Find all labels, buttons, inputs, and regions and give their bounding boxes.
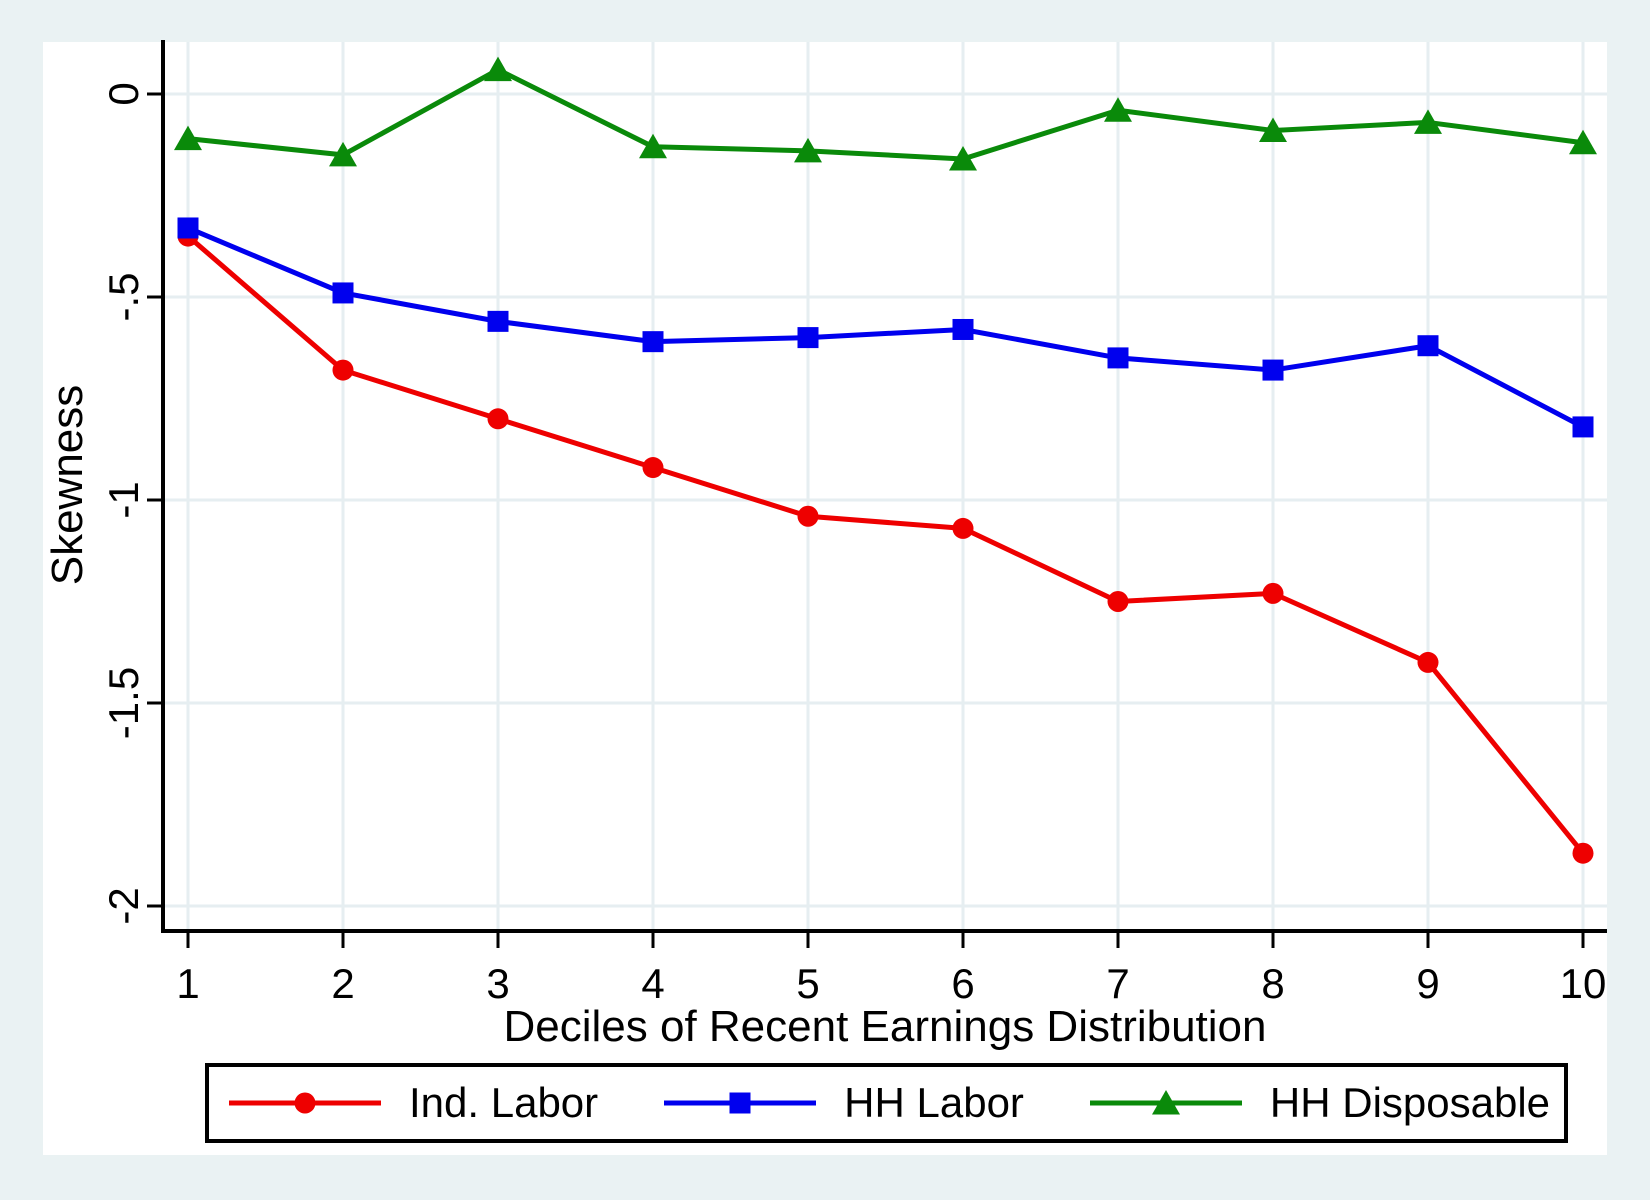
data-point-circle bbox=[1107, 591, 1129, 612]
legend-item: Ind. Labor bbox=[225, 1079, 598, 1127]
data-point-triangle bbox=[794, 137, 822, 163]
data-point-square bbox=[952, 318, 974, 340]
data-point-triangle bbox=[174, 125, 202, 151]
data-point-triangle bbox=[329, 141, 357, 167]
y-axis-title: Skewness bbox=[43, 384, 92, 586]
y-tick-label: -.5 bbox=[100, 272, 147, 321]
legend-marker-square-icon bbox=[729, 1092, 751, 1114]
data-point-square bbox=[797, 327, 819, 349]
data-point-circle bbox=[1572, 842, 1594, 864]
y-tick-label: -1 bbox=[100, 481, 147, 518]
x-tick-label: 10 bbox=[1560, 960, 1607, 1007]
data-point-circle bbox=[1417, 651, 1439, 673]
y-tick-label: -2 bbox=[100, 887, 147, 924]
legend-marker-triangle-icon bbox=[1151, 1090, 1180, 1115]
legend-label: HH Labor bbox=[844, 1079, 1024, 1126]
data-point-triangle bbox=[484, 56, 512, 82]
series-line-triangle bbox=[185, 67, 1586, 162]
data-point-triangle bbox=[949, 145, 977, 171]
data-point-circle bbox=[952, 517, 974, 539]
legend-item: HH Disposable bbox=[1086, 1079, 1550, 1127]
data-point-circle bbox=[797, 505, 819, 527]
data-point-square bbox=[177, 217, 199, 239]
data-point-triangle bbox=[1104, 97, 1132, 122]
series-line-square bbox=[185, 225, 1586, 430]
x-tick-label: 5 bbox=[796, 960, 819, 1007]
legend: Ind. Labor HH Labor HH Disposable bbox=[205, 1063, 1568, 1143]
x-tick-label: 7 bbox=[1106, 960, 1129, 1007]
data-point-triangle bbox=[1414, 109, 1442, 134]
x-tick-label: 1 bbox=[176, 960, 199, 1007]
data-point-circle bbox=[1262, 582, 1284, 604]
x-axis-title: Deciles of Recent Earnings Distribution bbox=[503, 1002, 1267, 1051]
x-tick-label: 2 bbox=[331, 960, 354, 1007]
x-tick-label: 6 bbox=[951, 960, 974, 1007]
x-tick-label: 3 bbox=[486, 960, 509, 1007]
data-point-square bbox=[642, 331, 664, 353]
x-tick-label: 8 bbox=[1261, 960, 1284, 1007]
data-point-triangle bbox=[639, 133, 667, 159]
legend-item: HH Labor bbox=[660, 1079, 1024, 1127]
data-point-square bbox=[487, 310, 509, 332]
x-tick-label: 9 bbox=[1416, 960, 1439, 1007]
data-point-circle bbox=[642, 457, 664, 479]
data-point-circle bbox=[487, 408, 509, 430]
data-point-square bbox=[1262, 359, 1284, 381]
legend-marker-circle-icon bbox=[294, 1092, 316, 1114]
legend-label: HH Disposable bbox=[1269, 1079, 1551, 1126]
data-point-triangle bbox=[1569, 129, 1597, 155]
data-point-square bbox=[332, 282, 354, 304]
data-point-square bbox=[1417, 335, 1439, 357]
data-point-circle bbox=[332, 359, 354, 381]
x-tick-label: 4 bbox=[641, 960, 664, 1007]
legend-line-triangle-icon bbox=[1089, 1090, 1242, 1115]
series-line-circle bbox=[185, 233, 1586, 856]
data-point-square bbox=[1107, 347, 1129, 369]
y-tick-label: -1.5 bbox=[100, 667, 147, 739]
y-tick-label: 0 bbox=[100, 82, 147, 105]
data-point-square bbox=[1572, 416, 1594, 438]
plot-area bbox=[43, 42, 1607, 1155]
data-point-triangle bbox=[1259, 117, 1287, 143]
legend-label: Ind. Labor bbox=[409, 1079, 599, 1126]
legend-line-circle-icon bbox=[229, 1092, 381, 1114]
legend-line-square-icon bbox=[664, 1092, 817, 1114]
